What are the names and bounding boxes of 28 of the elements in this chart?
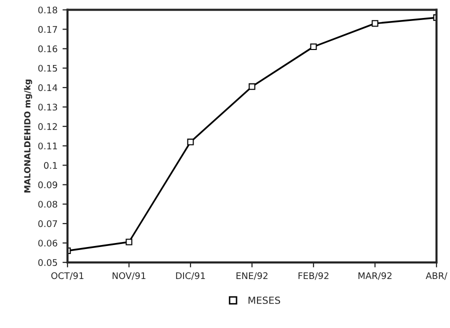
point [310,43,317,50]
x-tick-label: NOV/91 [112,272,146,280]
point [248,83,256,90]
y-tick-label: 0.15 [38,64,57,72]
x-tick-label: MAR/92 [358,272,392,280]
x-tick-label: ABR/ [426,272,448,280]
y-tick-label: 0.17 [38,26,58,33]
y-tick-label: 0.06 [38,240,58,247]
y-tick-label: 0.12 [38,123,57,130]
x-tick-label: ENE/92 [236,272,268,280]
x-tick-label: OCT/91 [51,272,84,280]
y-tick-label: 0.14 [38,84,58,92]
y-tick-label: 0.07 [38,220,58,228]
y-tick-label: 0.16 [38,45,58,52]
point [126,238,132,246]
point [187,138,194,146]
y-tick-label: 0.1 [44,162,57,169]
y-tick-label: 0.09 [38,181,58,188]
y-tick-label: 0.18 [38,6,58,14]
y-tick-label: 0.13 [38,104,58,111]
legend-label: MESES [248,296,280,304]
point [372,20,378,27]
x-tick-label: DIC/91 [176,272,205,280]
x-tick-label: FEB/92 [298,272,328,280]
y-axis-title: MALONALDEHIDO mg/kg [24,80,32,193]
y-tick-label: 0.08 [38,200,58,208]
y-tick-label: 0.11 [38,142,57,150]
y-tick-label: 0.05 [38,259,57,266]
